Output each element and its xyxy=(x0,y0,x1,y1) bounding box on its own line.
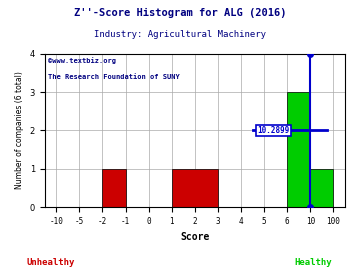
Text: Healthy: Healthy xyxy=(294,258,332,267)
Bar xyxy=(287,92,310,207)
Text: Z''-Score Histogram for ALG (2016): Z''-Score Histogram for ALG (2016) xyxy=(74,8,286,18)
Bar xyxy=(310,169,333,207)
Text: Unhealthy: Unhealthy xyxy=(26,258,75,267)
Text: 10.2899: 10.2899 xyxy=(257,126,290,135)
Bar xyxy=(172,169,218,207)
Text: ©www.textbiz.org: ©www.textbiz.org xyxy=(48,57,116,63)
Text: The Research Foundation of SUNY: The Research Foundation of SUNY xyxy=(48,73,179,80)
Text: Industry: Agricultural Machinery: Industry: Agricultural Machinery xyxy=(94,30,266,39)
Bar xyxy=(102,169,126,207)
Y-axis label: Number of companies (6 total): Number of companies (6 total) xyxy=(15,72,24,189)
X-axis label: Score: Score xyxy=(180,231,210,241)
